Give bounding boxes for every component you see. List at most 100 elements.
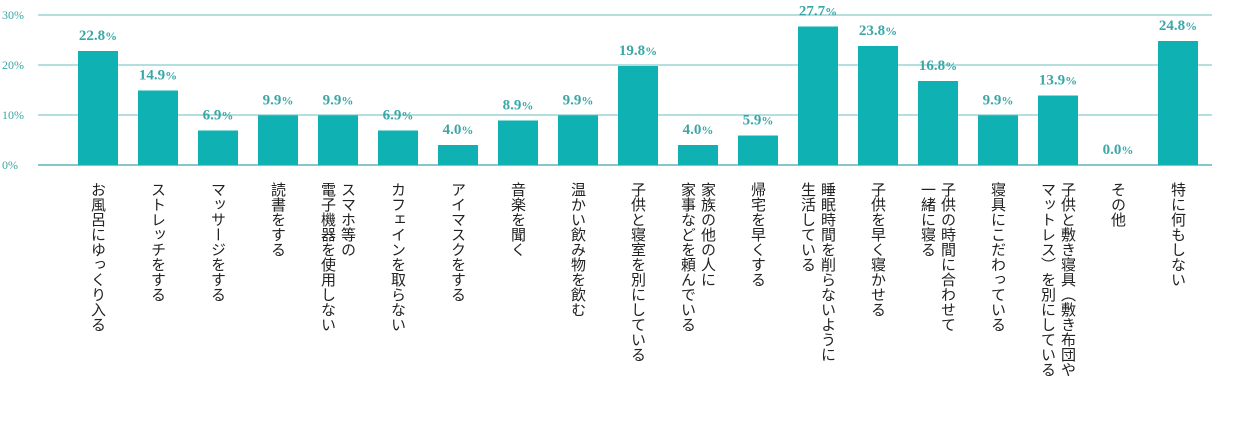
value-number: 13.9 — [1039, 73, 1065, 89]
category-label: 子供と寝室を別にしている — [629, 182, 647, 362]
bar — [78, 51, 118, 165]
bar — [618, 66, 658, 165]
bars — [78, 26, 1198, 165]
value-label: 0.0% — [1103, 142, 1134, 158]
value-unit: % — [221, 109, 233, 123]
value-number: 16.8 — [919, 58, 945, 74]
value-label: 9.9% — [323, 93, 354, 109]
value-label: 6.9% — [203, 108, 234, 124]
value-label: 16.8% — [919, 58, 957, 74]
bar — [378, 130, 418, 165]
value-unit: % — [401, 109, 413, 123]
category-label: 子供を早く寝かせる — [869, 182, 887, 317]
value-label: 8.9% — [503, 98, 534, 114]
value-label: 5.9% — [743, 113, 774, 129]
value-label: 9.9% — [563, 93, 594, 109]
value-unit: % — [281, 94, 293, 108]
value-number: 27.7 — [799, 4, 826, 20]
bar — [1038, 95, 1078, 165]
category-label: 睡眠時間を削らないように — [819, 182, 837, 362]
value-number: 5.9 — [743, 113, 762, 129]
value-label: 23.8% — [859, 23, 897, 39]
bar — [1158, 41, 1198, 165]
value-unit: % — [1121, 143, 1133, 157]
bar — [738, 135, 778, 165]
bar — [198, 130, 238, 165]
bar — [138, 90, 178, 165]
value-number: 19.8 — [619, 43, 645, 59]
value-unit: % — [885, 24, 897, 38]
bar — [918, 81, 958, 165]
category-label: 音楽を聞く — [509, 182, 527, 257]
value-number: 9.9 — [263, 93, 282, 109]
bar — [858, 46, 898, 165]
category-label: お風呂にゆっくり入る — [89, 182, 107, 332]
category-label: 子供と敷き寝具（敷き布団や — [1059, 182, 1077, 377]
bar — [258, 115, 298, 165]
value-number: 4.0 — [443, 122, 462, 138]
value-label: 27.7% — [799, 4, 837, 20]
value-unit: % — [701, 123, 713, 137]
y-axis-ticks: 0% 10% 20% 30% — [2, 8, 24, 172]
category-labels: お風呂にゆっくり入る ストレッチをする マッサージをする 読書をする スマホ等の電子機器… — [89, 181, 1187, 377]
value-label: 4.0% — [443, 122, 474, 138]
value-unit: % — [105, 29, 117, 43]
value-number: 0.0 — [1103, 142, 1122, 158]
category-label: スマホ等の — [339, 182, 357, 257]
value-unit: % — [521, 99, 533, 113]
bar — [498, 120, 538, 165]
value-label: 24.8% — [1159, 18, 1197, 34]
bar — [798, 26, 838, 165]
category-label: 電子機器を使用しない — [319, 182, 337, 332]
category-label: 寝具にこだわっている — [989, 181, 1007, 332]
value-labels: 22.8%14.9%6.9%9.9% 9.9%6.9%4.0%8.9% 9.9%19… — [79, 4, 1197, 159]
category-label: 読書をする — [269, 182, 287, 257]
value-label: 6.9% — [383, 108, 414, 124]
value-number: 14.9 — [139, 68, 165, 84]
value-unit: % — [825, 5, 837, 19]
value-unit: % — [1065, 74, 1077, 88]
category-label: 温かい飲み物を飲む — [569, 182, 587, 317]
category-label: ストレッチをする — [149, 182, 167, 302]
value-label: 19.8% — [619, 43, 657, 59]
category-label: アイマスクをする — [449, 182, 467, 302]
bar — [438, 145, 478, 165]
value-number: 6.9 — [383, 108, 402, 124]
value-unit: % — [1185, 19, 1197, 33]
category-label: 子供の時間に合わせて — [939, 182, 957, 332]
value-number: 9.9 — [563, 93, 582, 109]
value-number: 22.8 — [79, 28, 105, 44]
value-label: 9.9% — [983, 93, 1014, 109]
category-label: 家事などを頼んでいる — [679, 182, 697, 332]
value-number: 9.9 — [983, 93, 1002, 109]
value-unit: % — [461, 123, 473, 137]
category-label: 特に何もしない — [1169, 182, 1187, 287]
value-label: 9.9% — [263, 93, 294, 109]
category-label: カフェインを取らない — [389, 182, 407, 332]
y-tick-label: 30% — [2, 8, 24, 22]
value-number: 6.9 — [203, 108, 222, 124]
y-tick-label: 10% — [2, 108, 24, 122]
category-label: 生活している — [799, 182, 817, 272]
bar — [318, 115, 358, 165]
value-number: 4.0 — [683, 122, 702, 138]
category-label: マットレス）を別にしている — [1039, 182, 1057, 377]
value-unit: % — [761, 114, 773, 128]
value-unit: % — [165, 69, 177, 83]
category-label: 家族の他の人に — [699, 182, 717, 287]
value-number: 24.8 — [1159, 18, 1185, 34]
value-number: 8.9 — [503, 98, 522, 114]
value-label: 13.9% — [1039, 73, 1077, 89]
category-label: 一緒に寝る — [919, 182, 937, 257]
category-label: マッサージをする — [209, 182, 227, 302]
bar — [678, 145, 718, 165]
value-unit: % — [581, 94, 593, 108]
value-number: 23.8 — [859, 23, 885, 39]
value-unit: % — [341, 94, 353, 108]
value-label: 4.0% — [683, 122, 714, 138]
value-label: 14.9% — [139, 68, 177, 84]
category-label: 帰宅を早くする — [749, 181, 767, 287]
value-unit: % — [1001, 94, 1013, 108]
category-label: その他 — [1109, 182, 1127, 228]
